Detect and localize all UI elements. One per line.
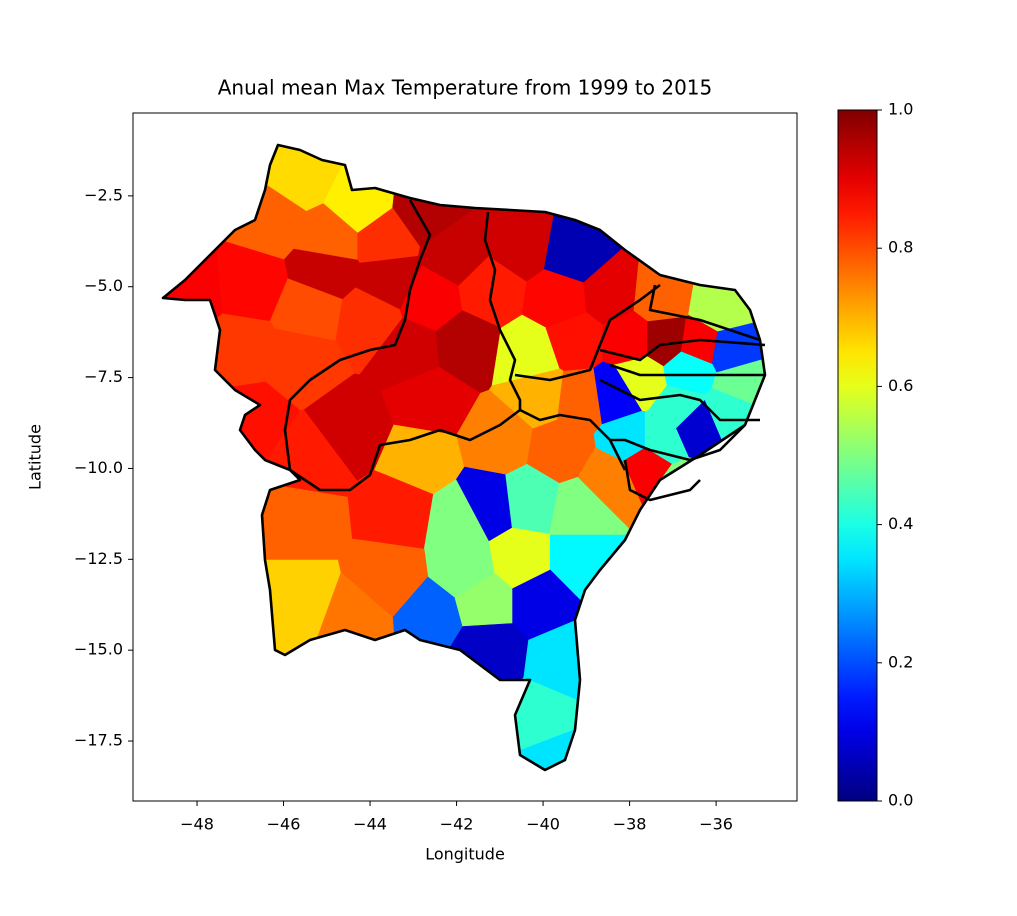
- chart-title: Anual mean Max Temperature from 1999 to …: [218, 76, 713, 100]
- map-cell: [163, 145, 223, 406]
- x-tick-label: −46: [267, 815, 301, 834]
- y-tick-label: −7.5: [84, 367, 123, 386]
- state-border: [289, 408, 627, 492]
- y-tick-label: −15.0: [74, 640, 123, 659]
- y-axis-label: Latitude: [26, 424, 45, 490]
- state-borders: [161, 143, 767, 772]
- y-tick-label: −10.0: [74, 458, 123, 477]
- colorbar-tick-label: 0.0: [888, 791, 913, 810]
- state-border: [623, 459, 701, 502]
- colorbar-tick-label: 1.0: [888, 100, 913, 119]
- state-border: [514, 283, 661, 382]
- state-border: [599, 378, 760, 422]
- state-border: [648, 284, 761, 342]
- x-tick-label: −44: [353, 815, 387, 834]
- map-cell: [388, 623, 529, 770]
- map-cell: [688, 145, 765, 333]
- x-tick-label: −42: [440, 815, 474, 834]
- x-tick-label: −36: [699, 815, 733, 834]
- state-border: [609, 363, 765, 377]
- state-border: [283, 199, 432, 471]
- y-tick-label: −17.5: [74, 731, 123, 750]
- colorbar-tick-label: 0.6: [888, 376, 913, 395]
- y-tick-label: −12.5: [74, 549, 123, 568]
- state-border: [599, 338, 766, 362]
- map-cell: [362, 714, 765, 770]
- map-cell: [704, 387, 765, 521]
- colorbar-tick-label: 0.2: [888, 652, 913, 671]
- state-border: [483, 211, 522, 410]
- x-tick-label: −38: [613, 815, 647, 834]
- state-border: [610, 424, 746, 462]
- map-cell: [163, 559, 342, 770]
- axes-frame: [132, 112, 798, 802]
- y-tick-label: −2.5: [84, 185, 123, 204]
- x-tick-label: −48: [180, 815, 214, 834]
- map-cell: [163, 481, 353, 561]
- colorbar-tick-label: 0.4: [888, 514, 913, 533]
- map-cells: [163, 145, 765, 770]
- x-axis-label: Longitude: [425, 845, 505, 864]
- colorbar: [837, 109, 878, 802]
- colorbar-tick-label: 0.8: [888, 238, 913, 257]
- y-tick-label: −5.0: [84, 276, 123, 295]
- x-tick-label: −40: [526, 815, 560, 834]
- map-cell: [637, 457, 765, 707]
